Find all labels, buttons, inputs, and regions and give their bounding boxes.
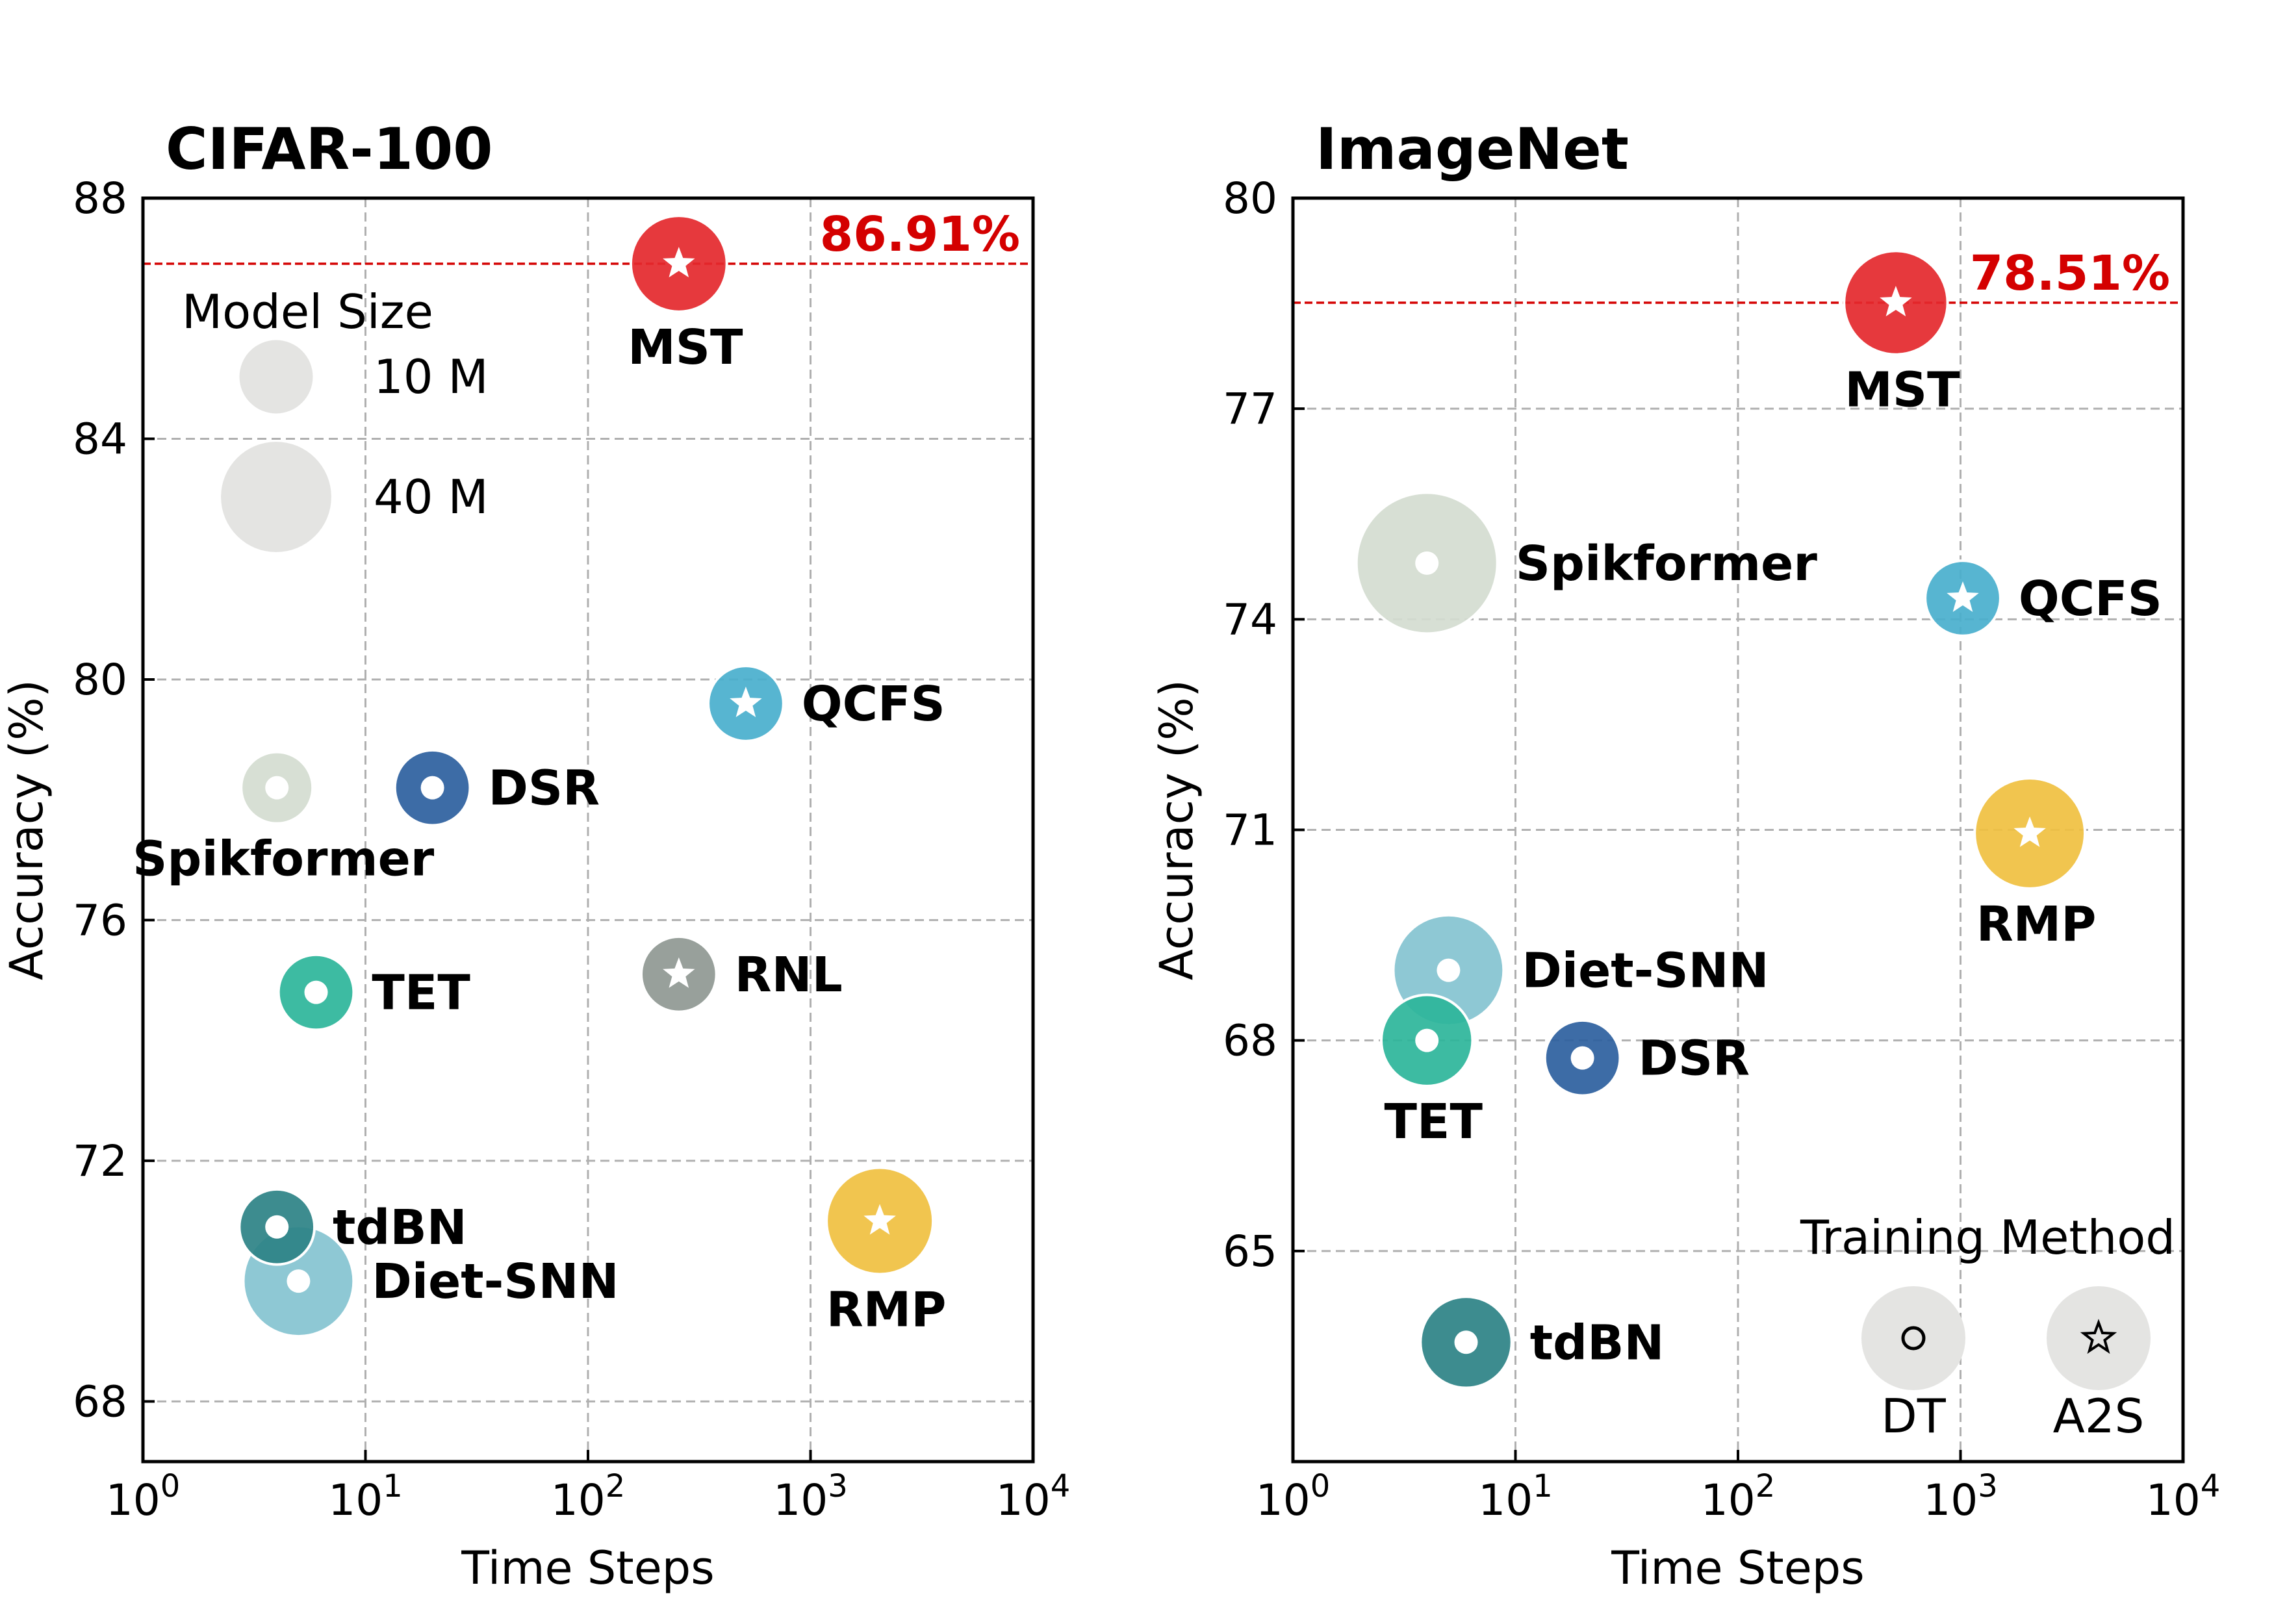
y-tick-label: 65 — [1223, 1226, 1277, 1276]
point-label-tet: TET — [1384, 1094, 1483, 1150]
point-label-rnl: RNL — [735, 947, 843, 1003]
star-marker-icon — [2013, 816, 2046, 847]
data-point-tet — [277, 953, 355, 1032]
circle-marker-icon — [265, 1215, 289, 1239]
method-legend-bubble — [2047, 1286, 2151, 1390]
data-point-qcfs — [707, 665, 785, 742]
method-legend-title: Training Method — [1800, 1210, 2175, 1265]
star-marker-icon — [1947, 581, 1979, 612]
method-legend-label: DT — [1881, 1389, 1946, 1443]
x-tick-label: 100 — [106, 1468, 181, 1525]
circle-marker-icon — [287, 1269, 311, 1293]
data-point-rmp — [1973, 776, 2087, 890]
y-tick-label: 68 — [1223, 1016, 1277, 1066]
circle-marker-icon — [1415, 551, 1439, 575]
point-label-diet-snn: Diet-SNN — [372, 1254, 619, 1310]
data-point-mst — [1843, 249, 1949, 356]
star-marker-icon — [863, 1204, 896, 1235]
x-tick-label: 104 — [2146, 1468, 2221, 1525]
data-point-rmp — [825, 1166, 935, 1276]
y-tick-label: 74 — [1223, 594, 1277, 644]
star-marker-icon — [1880, 286, 1912, 316]
x-axis-label: Time Steps — [1611, 1542, 1864, 1595]
point-label-tet: TET — [372, 965, 470, 1021]
y-tick-label: 80 — [73, 655, 127, 705]
point-label-spikformer: Spikformer — [1516, 536, 1818, 592]
x-tick-label: 104 — [996, 1468, 1071, 1525]
chart-panel-cifar100: 68 72 76 80 84 88 100 101 102 103 104 CIFAR-100 Time… — [0, 116, 1070, 1595]
chart-panel-imagenet: 65 68 71 74 77 80 100 101 102 103 104 ImageNet Time … — [1150, 116, 2220, 1595]
circle-marker-icon — [420, 776, 444, 800]
circle-marker-icon — [1901, 1326, 1926, 1351]
star-marker-icon — [663, 247, 695, 277]
x-axis-label: Time Steps — [461, 1542, 714, 1595]
y-tick-label: 77 — [1223, 384, 1277, 434]
chart-title: CIFAR-100 — [166, 116, 492, 183]
x-tick-label: 103 — [1923, 1468, 1998, 1525]
point-label-dsr: DSR — [1638, 1031, 1750, 1087]
reference-label: 78.51% — [1970, 246, 2170, 301]
y-tick-label: 68 — [73, 1377, 127, 1427]
star-marker-icon — [663, 957, 695, 988]
circle-marker-icon — [1437, 958, 1461, 982]
y-axis-label: Accuracy (%) — [0, 679, 53, 980]
data-point-tet — [1379, 993, 1474, 1087]
circle-marker-icon — [1570, 1046, 1594, 1070]
y-tick-label: 84 — [73, 414, 127, 464]
size-legend-bubble — [221, 442, 331, 552]
method-legend-bubble — [1861, 1286, 1965, 1390]
size-legend-label: 10 M — [374, 349, 489, 404]
data-point-spikformer — [1355, 491, 1499, 635]
y-tick-label: 76 — [73, 895, 127, 945]
size-legend-label: 40 M — [374, 470, 489, 524]
circle-marker-icon — [1415, 1028, 1439, 1052]
point-label-rmp: RMP — [1976, 896, 2097, 952]
point-label-spikformer: Spikformer — [133, 831, 435, 887]
star-marker-icon — [2080, 1319, 2117, 1354]
x-tick-label: 102 — [1701, 1468, 1776, 1525]
data-point-tdbn — [238, 1187, 316, 1266]
point-label-mst: MST — [628, 320, 743, 375]
data-point-qcfs — [1924, 559, 2002, 637]
plot-frame — [141, 196, 1035, 1464]
point-label-dsr: DSR — [488, 761, 600, 817]
chart-title: ImageNet — [1316, 116, 1629, 183]
data-point-dsr — [393, 748, 472, 827]
y-axis-label: Accuracy (%) — [1150, 679, 1203, 980]
method-legend-label: A2S — [2053, 1389, 2145, 1443]
star-marker-icon — [730, 687, 762, 717]
circle-marker-icon — [265, 776, 289, 800]
size-legend-bubble — [239, 340, 313, 414]
x-tick-label: 100 — [1256, 1468, 1331, 1525]
data-point-rnl — [639, 935, 718, 1013]
point-label-tdbn: tdBN — [1530, 1315, 1665, 1371]
point-label-tdbn: tdBN — [333, 1200, 467, 1256]
point-label-qcfs: QCFS — [2019, 571, 2162, 627]
x-tick-label: 101 — [328, 1468, 403, 1525]
point-label-diet-snn: Diet-SNN — [1522, 943, 1769, 999]
point-label-rmp: RMP — [826, 1282, 947, 1338]
y-tick-label: 80 — [1223, 173, 1277, 223]
x-tick-label: 102 — [551, 1468, 626, 1525]
plot-frame — [1291, 196, 2185, 1464]
data-point-spikformer — [240, 750, 314, 825]
method-legend: Training Method DT A2S — [1800, 1210, 2175, 1443]
y-tick-label: 72 — [73, 1136, 127, 1186]
size-legend-title: Model Size — [182, 285, 433, 339]
circle-marker-icon — [1454, 1330, 1478, 1354]
reference-label: 86.91% — [820, 207, 1020, 262]
size-legend: Model Size 10 M 40 M — [182, 285, 489, 552]
data-point-dsr — [1543, 1019, 1622, 1097]
x-tick-label: 103 — [773, 1468, 848, 1525]
y-tick-label: 71 — [1223, 806, 1277, 856]
data-point-tdbn — [1419, 1295, 1513, 1389]
y-tick-label: 88 — [73, 173, 127, 223]
x-tick-label: 101 — [1478, 1468, 1553, 1525]
data-point-mst — [629, 214, 728, 313]
point-label-mst: MST — [1845, 362, 1960, 418]
circle-marker-icon — [304, 980, 328, 1004]
point-label-qcfs: QCFS — [802, 676, 945, 732]
